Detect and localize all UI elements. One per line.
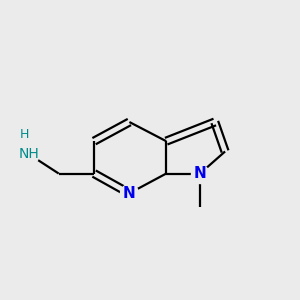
Text: N: N xyxy=(123,186,136,201)
Text: H: H xyxy=(20,128,29,141)
Text: NH: NH xyxy=(19,147,40,161)
Text: N: N xyxy=(194,166,206,181)
